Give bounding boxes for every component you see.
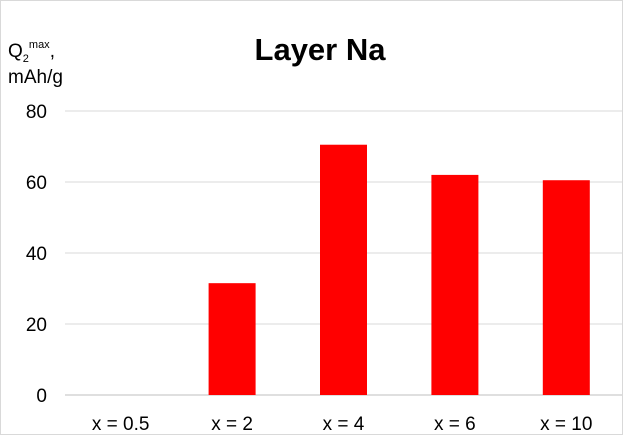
x-category-label: x = 6 xyxy=(434,414,476,435)
x-category-label: x = 10 xyxy=(540,414,592,435)
y-tick-labels: 0 20 40 60 80 xyxy=(26,102,47,407)
y-axis-label: Q2 max, mAh/g xyxy=(8,39,63,90)
x-category-label: x = 4 xyxy=(323,414,365,435)
y-tick-label: 40 xyxy=(26,244,47,265)
bar xyxy=(431,174,479,395)
y-axis-unit: mAh/g xyxy=(8,67,63,88)
bar xyxy=(320,144,367,395)
bar xyxy=(542,180,590,395)
bars xyxy=(208,144,590,395)
y-tick-label: 20 xyxy=(26,315,47,336)
y-axis-superscript: max xyxy=(28,39,50,51)
y-tick-label: 60 xyxy=(26,173,47,194)
x-category-label: x = 2 xyxy=(211,414,253,435)
x-category-label: x = 0.5 xyxy=(92,414,150,435)
chart-title: Layer Na xyxy=(254,32,386,67)
x-category-labels: x = 0.5 x = 2 x = 4 x = 6 x = 10 xyxy=(92,414,593,435)
y-axis-quantity: Q xyxy=(8,41,23,62)
y-axis-suffix: , xyxy=(49,41,55,62)
y-axis-subscript: 2 xyxy=(22,53,29,65)
y-tick-label: 80 xyxy=(26,102,47,123)
bar xyxy=(208,283,256,395)
y-tick-label: 0 xyxy=(36,386,47,407)
